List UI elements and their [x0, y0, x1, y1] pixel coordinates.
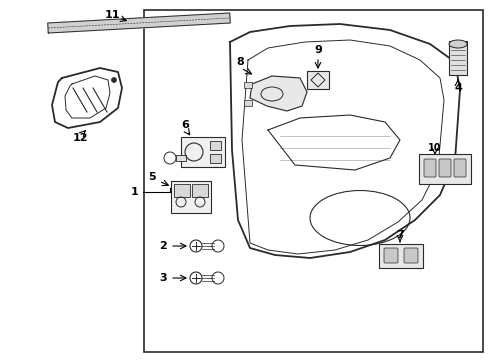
- FancyBboxPatch shape: [181, 137, 224, 167]
- Polygon shape: [249, 76, 306, 111]
- Text: 1: 1: [131, 187, 139, 197]
- FancyBboxPatch shape: [423, 159, 435, 177]
- FancyBboxPatch shape: [243, 82, 252, 88]
- Circle shape: [111, 77, 116, 82]
- FancyBboxPatch shape: [448, 41, 466, 75]
- Text: 9: 9: [313, 45, 321, 55]
- FancyBboxPatch shape: [209, 140, 220, 149]
- Text: 10: 10: [427, 143, 441, 153]
- FancyBboxPatch shape: [191, 184, 207, 197]
- Text: 11: 11: [104, 10, 120, 20]
- FancyBboxPatch shape: [453, 159, 465, 177]
- FancyBboxPatch shape: [209, 153, 220, 162]
- FancyBboxPatch shape: [243, 100, 252, 106]
- FancyBboxPatch shape: [438, 159, 450, 177]
- FancyBboxPatch shape: [175, 155, 186, 161]
- Text: 5: 5: [148, 172, 156, 182]
- FancyBboxPatch shape: [306, 71, 328, 89]
- Text: 6: 6: [181, 120, 188, 130]
- Bar: [143, 10, 482, 352]
- FancyBboxPatch shape: [378, 244, 422, 268]
- Polygon shape: [48, 13, 230, 33]
- FancyBboxPatch shape: [403, 248, 417, 263]
- FancyBboxPatch shape: [383, 248, 397, 263]
- FancyBboxPatch shape: [173, 184, 189, 197]
- Text: 4: 4: [453, 83, 461, 93]
- FancyBboxPatch shape: [418, 154, 470, 184]
- Ellipse shape: [448, 40, 466, 48]
- FancyBboxPatch shape: [171, 181, 210, 213]
- Text: 2: 2: [159, 241, 166, 251]
- Text: 8: 8: [236, 57, 244, 67]
- Text: 7: 7: [395, 230, 403, 240]
- Text: 12: 12: [72, 133, 87, 143]
- Text: 3: 3: [159, 273, 166, 283]
